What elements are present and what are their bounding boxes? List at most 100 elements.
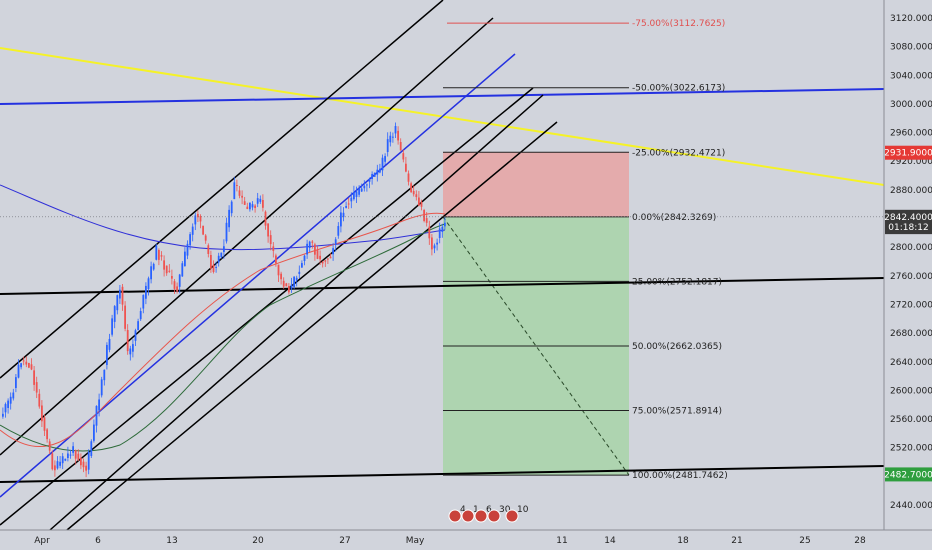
- candle-body: [238, 190, 241, 196]
- candle-body: [165, 265, 168, 274]
- candle-body: [147, 278, 150, 289]
- candle-body: [25, 361, 28, 365]
- candle-body: [334, 239, 337, 245]
- candle-body: [347, 203, 350, 205]
- candle-body: [410, 183, 412, 193]
- candle-body: [425, 218, 428, 223]
- event-count-label: 10: [517, 505, 529, 515]
- candle-body: [397, 130, 399, 141]
- candle-body: [233, 182, 236, 200]
- candle-body: [46, 429, 48, 440]
- candle-body: [290, 284, 293, 289]
- candle-body: [137, 321, 139, 330]
- candle-body: [267, 223, 269, 237]
- candle-body: [301, 263, 303, 268]
- blue-channel-midline[interactable]: [0, 53, 516, 498]
- candle-body: [98, 399, 100, 411]
- candle-body: [207, 245, 210, 254]
- support-trendline-upper[interactable]: [0, 277, 885, 295]
- candle-body: [111, 318, 113, 335]
- candle-body: [373, 172, 376, 177]
- candle-body: [93, 424, 95, 441]
- candle-body: [95, 405, 98, 426]
- candle-body: [275, 255, 277, 264]
- candle-body: [132, 344, 134, 352]
- x-tick-label: 6: [95, 536, 101, 546]
- candle-body: [54, 465, 56, 471]
- blue-horizontal-trendline[interactable]: [0, 88, 885, 105]
- candle-body: [306, 243, 308, 255]
- x-tick-label: 14: [604, 536, 616, 546]
- channel-line-5[interactable]: [66, 121, 558, 531]
- candle-body: [366, 184, 368, 186]
- candle-body: [438, 228, 441, 238]
- event-flag-icon[interactable]: [505, 509, 519, 523]
- candle-body: [22, 360, 25, 362]
- candle-body: [314, 244, 316, 255]
- candle-body: [129, 348, 132, 355]
- candle-body: [264, 211, 267, 226]
- candle-body: [77, 453, 80, 461]
- price-badge-label: 2842.4000: [884, 213, 932, 223]
- candle-body: [197, 214, 199, 218]
- candle-body: [399, 142, 402, 151]
- candle-body: [204, 235, 207, 241]
- x-tick-label: 28: [854, 536, 866, 546]
- candle-body: [321, 261, 324, 264]
- candle-body: [241, 195, 243, 198]
- candle-body: [108, 338, 111, 350]
- candle-body: [394, 126, 397, 134]
- candle-body: [145, 285, 147, 299]
- support-trendline-lower[interactable]: [0, 465, 885, 483]
- candle-body: [67, 453, 69, 458]
- candle-body: [2, 413, 4, 417]
- candle-body: [155, 245, 158, 260]
- fib-level-label: 50.00%(2662.0365): [632, 342, 722, 352]
- candle-body: [441, 226, 444, 232]
- candle-body: [412, 191, 415, 195]
- candle-body: [363, 185, 366, 189]
- candle-body: [384, 156, 386, 162]
- candle-body: [176, 286, 178, 292]
- candle-body: [272, 246, 275, 251]
- candle-body: [243, 201, 246, 205]
- price-badge-label: 2482.7000: [884, 470, 932, 480]
- event-flag-icon[interactable]: [474, 509, 488, 523]
- channel-line-1[interactable]: [0, 0, 444, 379]
- candle-body: [392, 136, 394, 138]
- event-count-label: 1: [473, 505, 479, 515]
- candle-body: [80, 457, 82, 466]
- candle-body: [402, 153, 405, 160]
- channel-line-2[interactable]: [0, 17, 494, 456]
- candle-body: [340, 212, 342, 227]
- candle-body: [121, 286, 124, 305]
- candle-body: [236, 185, 238, 186]
- event-flag-icon[interactable]: [448, 509, 462, 523]
- candle-body: [405, 163, 407, 172]
- x-tick-label: 21: [731, 536, 742, 546]
- candle-body: [280, 273, 282, 280]
- channel-line-4[interactable]: [49, 94, 544, 531]
- candle-body: [360, 188, 363, 192]
- candle-body: [436, 242, 438, 245]
- candle-body: [386, 139, 389, 152]
- candle-body: [171, 276, 173, 279]
- price-badge: [885, 145, 932, 160]
- fib-level-label: -75.00%(3112.7625): [632, 19, 725, 29]
- candle-body: [246, 206, 249, 210]
- candle-body: [256, 198, 259, 204]
- candle-body: [220, 252, 223, 258]
- candle-body: [433, 245, 436, 249]
- candle-body: [194, 215, 197, 225]
- event-flag-icon[interactable]: [461, 509, 475, 523]
- x-tick-label: 25: [799, 536, 810, 546]
- candle-body: [428, 226, 431, 239]
- event-flag-icon[interactable]: [487, 509, 501, 523]
